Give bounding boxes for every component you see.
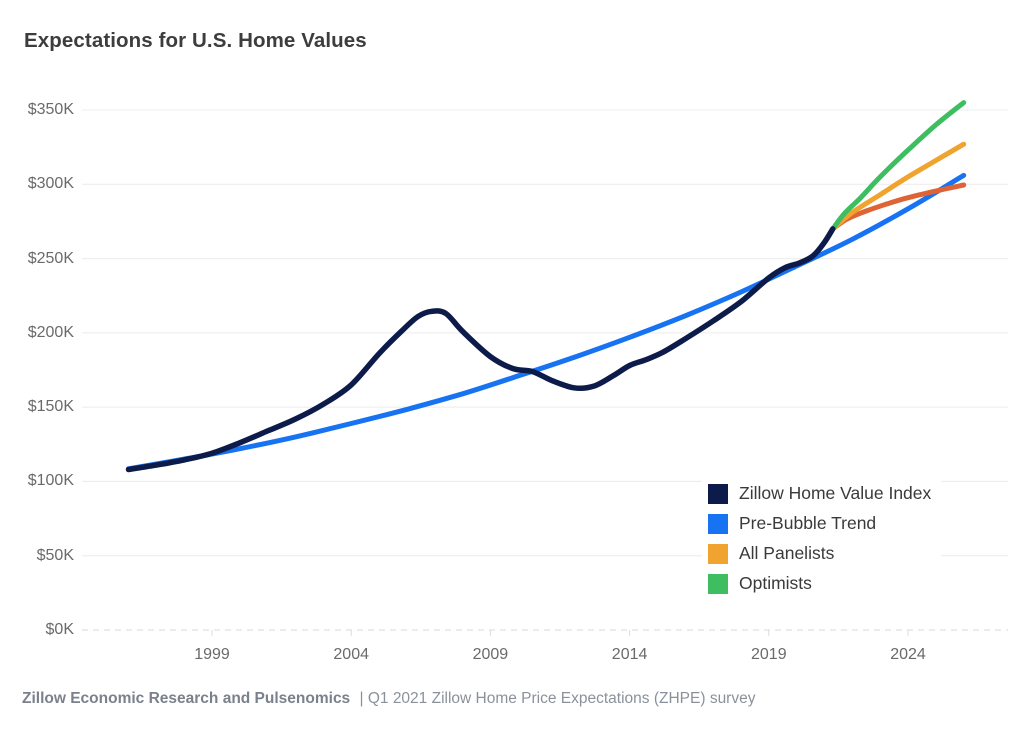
- y-axis-label: $100K: [27, 472, 74, 490]
- all-panelists-line: [830, 141, 967, 232]
- y-axis-label: $0K: [45, 621, 74, 638]
- x-axis-label: 2024: [890, 646, 926, 663]
- legend-label: Optimists: [739, 573, 812, 593]
- x-axis-label: 2014: [611, 646, 648, 663]
- legend-label: Pre-Bubble Trend: [739, 513, 877, 533]
- x-axis-label: 2009: [472, 646, 509, 663]
- y-axis-label: $150K: [27, 398, 74, 416]
- zhvi-line: [125, 226, 836, 473]
- y-axis-label: $300K: [27, 175, 74, 193]
- legend-item-pre-bubble-trend-line: Pre-Bubble Trend: [708, 513, 931, 534]
- source-footer: Zillow Economic Research and Pulsenomics…: [22, 690, 755, 708]
- pre-bubble-trend-line: [126, 172, 967, 472]
- legend-item-optimists-line: Optimists: [708, 573, 931, 594]
- y-axis-label: $350K: [27, 101, 74, 118]
- footer-source: Zillow Economic Research and Pulsenomics: [22, 690, 351, 707]
- legend: Zillow Home Value Index Pre-Bubble Trend A…: [702, 479, 942, 596]
- y-axis-label: $50K: [36, 546, 74, 564]
- legend-swatch-optimists-line: [708, 573, 728, 594]
- chart-title: Expectations for U.S. Home Values: [24, 29, 367, 52]
- legend-label: All Panelists: [739, 543, 835, 563]
- legend-label: Zillow Home Value Index: [739, 483, 932, 503]
- optimists-line: [830, 100, 967, 232]
- y-axis: $0K $50K $100K $150K $200K $250K $300K $350K: [0, 0, 74, 731]
- x-axis-label: 2019: [751, 646, 787, 663]
- x-axis-label: 2004: [333, 646, 369, 663]
- legend-swatch-all-panelists-line: [708, 543, 728, 564]
- y-axis-label: $200K: [27, 323, 74, 341]
- x-axis-label: 1999: [194, 646, 230, 663]
- legend-item-all-panelists-line: All Panelists: [708, 543, 931, 564]
- footer-note: | Q1 2021 Zillow Home Price Expectations…: [359, 690, 756, 707]
- y-axis-label: $250K: [27, 249, 74, 267]
- legend-swatch-zhvi-line: [708, 483, 728, 504]
- legend-item-zhvi-line: Zillow Home Value Index: [708, 483, 931, 504]
- legend-swatch-pre-bubble-trend-line: [708, 513, 728, 534]
